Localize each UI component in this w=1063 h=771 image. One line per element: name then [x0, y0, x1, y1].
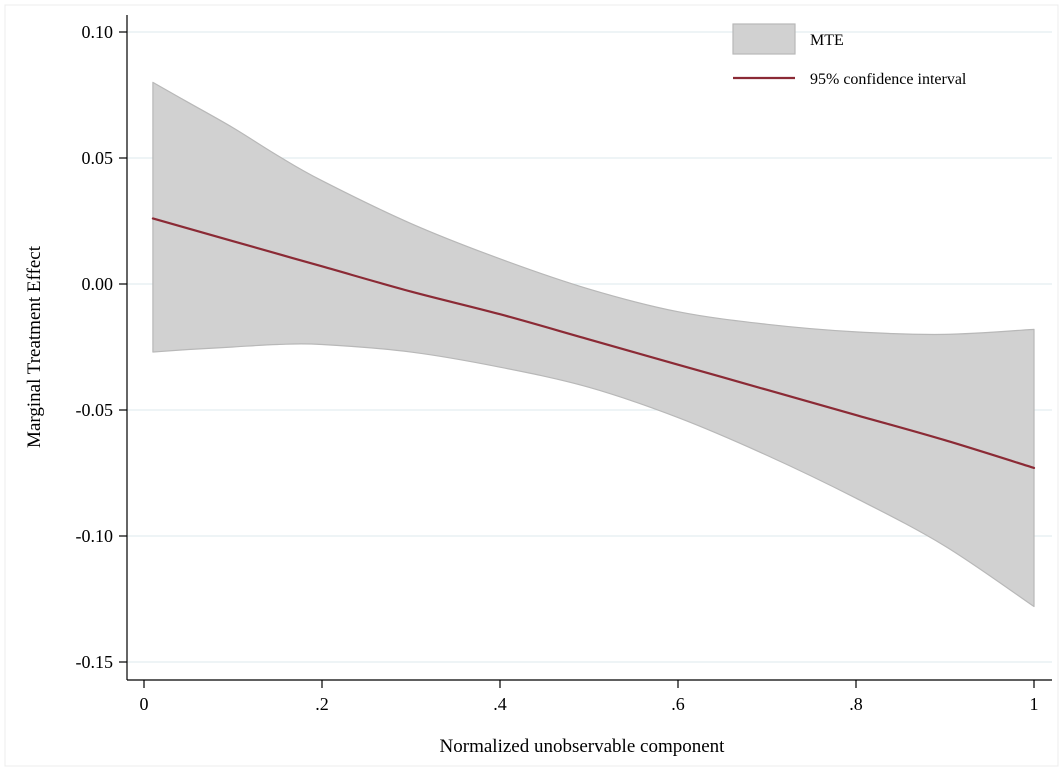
ci-line	[151, 217, 1036, 470]
x-tick-label: .4	[493, 694, 507, 714]
band-layer	[152, 81, 1035, 608]
legend: MTE 95% confidence interval	[732, 23, 967, 88]
y-tick-label: 0.10	[82, 22, 114, 42]
y-axis-title: Marginal Treatment Effect	[24, 245, 45, 448]
x-tick-label: 0	[140, 694, 149, 714]
x-tick-label: .6	[671, 694, 685, 714]
x-axis-title: Normalized unobservable component	[440, 736, 726, 757]
y-tick-label: -0.05	[76, 400, 114, 420]
tick-layer: 0.10 0.05 0.00 -0.05 -0.10 -0.15 0 .2 .4 .6 .8 1	[76, 22, 1039, 714]
legend-label-mte: MTE	[810, 32, 844, 49]
x-tick-label: .2	[315, 694, 329, 714]
x-tick-label: .8	[849, 694, 863, 714]
y-tick-label: -0.15	[76, 652, 114, 672]
y-tick-label: 0.00	[82, 274, 114, 294]
axes	[126, 15, 1052, 681]
mte-band	[152, 81, 1035, 608]
y-tick-label: -0.10	[76, 526, 114, 546]
legend-swatch-mte	[732, 23, 796, 55]
line-layer	[151, 217, 1036, 470]
x-tick-label: 1	[1030, 694, 1039, 714]
y-tick-label: 0.05	[82, 148, 114, 168]
legend-label-ci: 95% confidence interval	[810, 71, 967, 88]
